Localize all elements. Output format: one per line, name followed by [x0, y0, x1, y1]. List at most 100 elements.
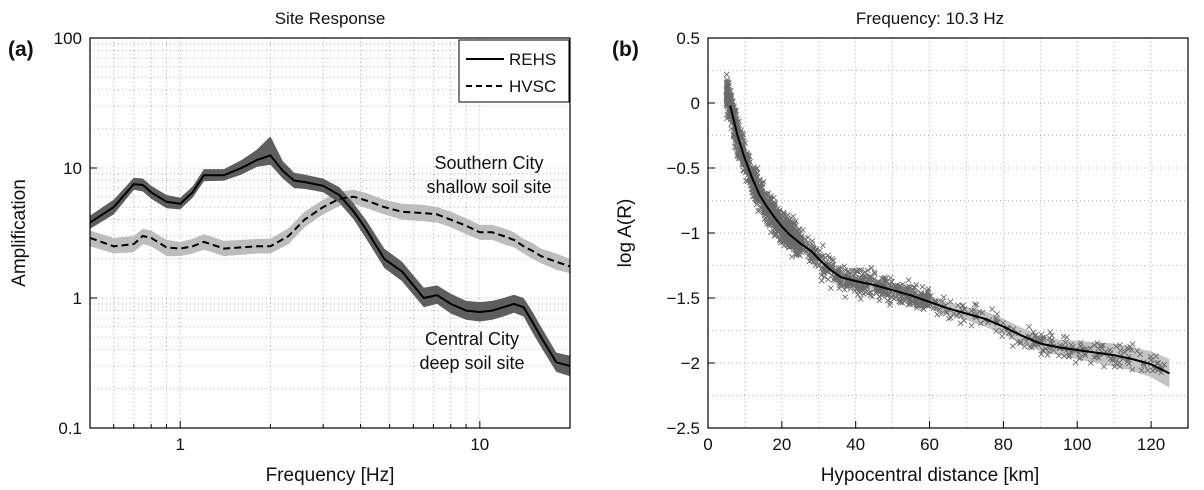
panel-b-xlabel: Hypocentral distance [km] — [821, 465, 1040, 486]
scatter-point — [1137, 351, 1144, 358]
scatter-point — [771, 220, 778, 227]
scatter-point — [955, 302, 961, 309]
scatter-point — [1144, 367, 1151, 373]
scatter-point — [864, 267, 871, 274]
scatter-point — [1026, 323, 1033, 330]
scatter-point — [867, 292, 874, 299]
scatter-point — [884, 292, 891, 299]
scatter-point — [876, 288, 882, 294]
y-tick-label: 10 — [63, 159, 82, 178]
scatter-point — [814, 252, 821, 259]
scatter-point — [1077, 339, 1084, 346]
scatter-point — [843, 283, 850, 290]
scatter-point — [1072, 359, 1079, 366]
scatter-point — [797, 246, 804, 253]
scatter-point — [790, 241, 797, 248]
uncertainty-band-rehs — [90, 136, 570, 377]
scatter-point — [776, 226, 783, 233]
scatter-point — [1125, 360, 1132, 367]
scatter-point — [993, 327, 1000, 334]
panel-a-axes-frame — [89, 37, 571, 429]
uncertainty-band-hvsc — [90, 189, 570, 274]
scatter-point — [818, 277, 825, 284]
scatter-point — [828, 262, 835, 269]
scatter-point — [867, 273, 874, 280]
scatter-point — [825, 252, 831, 259]
scatter-point — [1038, 351, 1045, 358]
scatter-point — [1032, 332, 1039, 339]
scatter-point — [958, 312, 965, 319]
y-tick-label: 1 — [73, 289, 82, 308]
scatter-point — [1063, 334, 1070, 341]
scatter-point — [766, 223, 773, 229]
scatter-point — [1046, 335, 1053, 341]
scatter-point — [792, 218, 799, 224]
scatter-point — [751, 192, 758, 199]
scatter-point — [1161, 361, 1168, 368]
panel-a-xlabel: Frequency [Hz] — [266, 465, 395, 486]
scatter-point — [789, 253, 795, 260]
scatter-point — [939, 298, 945, 305]
scatter-point — [786, 216, 793, 223]
scatter-point — [752, 168, 759, 175]
scatter-point — [881, 276, 888, 283]
annotation-southern-line1: Southern City — [434, 153, 543, 173]
scatter-point — [841, 263, 848, 270]
scatter-point — [863, 289, 869, 296]
panel-b-scatter-points — [723, 71, 1168, 376]
scatter-point — [805, 234, 811, 241]
scatter-point — [751, 164, 758, 171]
scatter-point — [1023, 338, 1030, 345]
scatter-point — [920, 306, 927, 313]
scatter-point — [831, 274, 838, 281]
scatter-point — [795, 251, 802, 257]
scatter-point — [940, 294, 947, 301]
scatter-point — [971, 306, 978, 313]
panel-a-annotation-central: Central City deep soil site — [419, 329, 524, 373]
scatter-point — [1091, 354, 1098, 361]
scatter-point — [906, 300, 913, 307]
scatter-point — [999, 333, 1006, 340]
scatter-point — [734, 151, 741, 157]
scatter-point — [945, 315, 952, 322]
scatter-point — [881, 274, 888, 281]
scatter-point — [771, 201, 778, 208]
scatter-point — [1066, 352, 1073, 359]
scatter-point — [792, 237, 799, 244]
scatter-point — [756, 176, 763, 183]
scatter-point — [828, 272, 835, 279]
scatter-point — [724, 90, 731, 97]
scatter-point — [827, 285, 834, 292]
scatter-point — [913, 297, 920, 304]
scatter-point — [807, 254, 814, 261]
scatter-point — [899, 299, 906, 306]
scatter-point — [933, 305, 940, 312]
scatter-point — [723, 80, 730, 87]
scatter-point — [753, 201, 760, 208]
scatter-point — [871, 270, 878, 277]
panel-a-annotation-southern: Southern City shallow soil site — [426, 153, 551, 197]
scatter-point — [784, 223, 791, 229]
scatter-point — [919, 283, 926, 290]
scatter-point — [835, 265, 842, 272]
scatter-point — [725, 88, 732, 95]
scatter-point — [961, 317, 967, 324]
x-tick-label: 40 — [846, 435, 865, 454]
scatter-point — [1101, 363, 1107, 370]
annotation-central-line2: deep soil site — [419, 353, 524, 373]
scatter-point — [726, 97, 732, 103]
scatter-point — [866, 274, 873, 280]
panel-a-ticks: 1 10 0.1 1 10 100 — [54, 29, 490, 454]
scatter-point — [819, 242, 826, 249]
scatter-point — [875, 279, 882, 286]
panel-a-title: Site Response — [275, 9, 386, 28]
scatter-point — [992, 315, 999, 322]
scatter-point — [898, 285, 905, 292]
x-tick-label: 20 — [772, 435, 791, 454]
scatter-point — [943, 309, 950, 316]
scatter-point — [1021, 343, 1028, 350]
scatter-point — [730, 131, 737, 138]
panel-a-bands — [90, 136, 570, 377]
scatter-point — [934, 311, 941, 318]
scatter-point — [798, 234, 805, 240]
